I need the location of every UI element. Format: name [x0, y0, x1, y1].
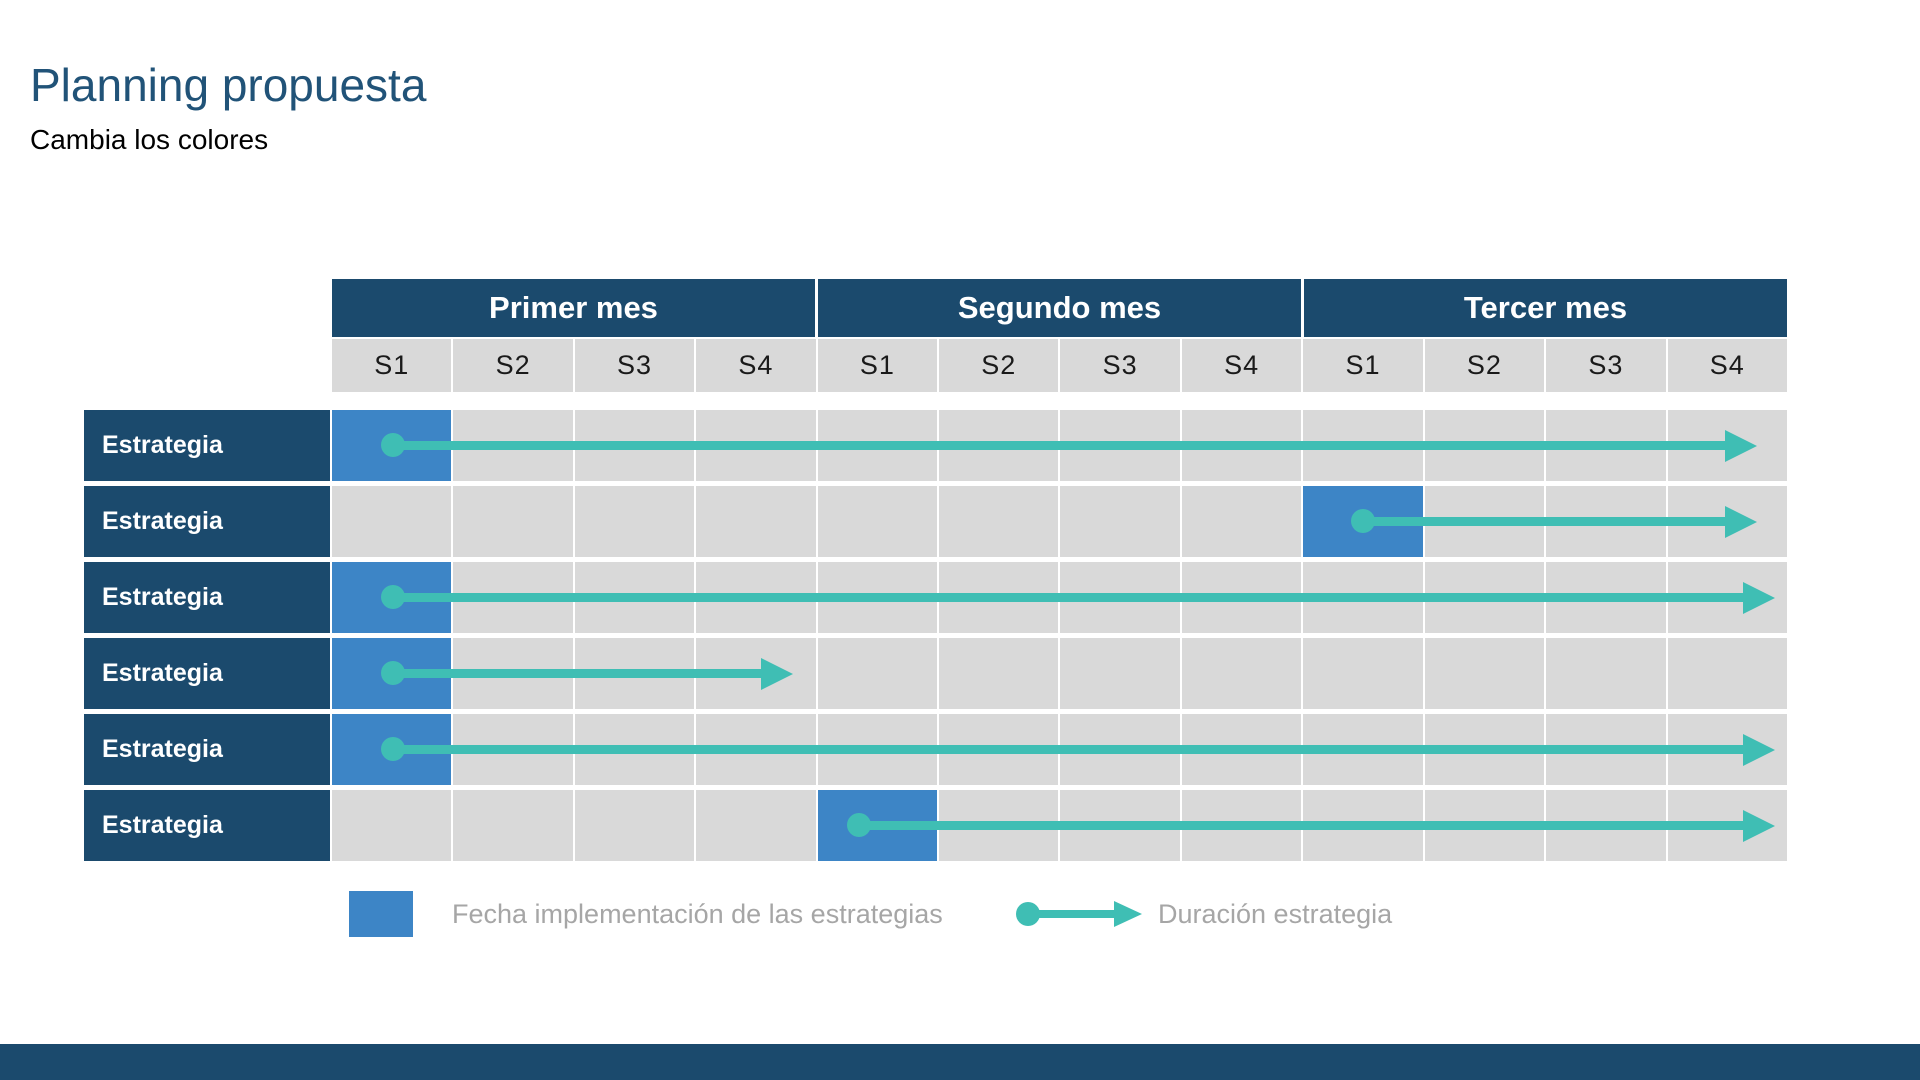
- arrow-head-icon: [1742, 582, 1775, 614]
- week-header-3: S3: [574, 339, 695, 392]
- row-label: Estrategia: [84, 638, 330, 709]
- arrow-head-icon: [1724, 506, 1757, 538]
- row-label: Estrategia: [84, 790, 330, 861]
- week-cell-empty: [332, 790, 452, 861]
- arrow-head-icon: [1742, 810, 1775, 842]
- week-cell-empty: [1303, 638, 1423, 709]
- week-cell-empty: [453, 790, 573, 861]
- arrow-head-icon: [1724, 430, 1757, 462]
- row-label: Estrategia: [84, 410, 330, 481]
- week-cell-empty: [453, 486, 573, 557]
- duration-arrow-shaft-icon: [1028, 910, 1114, 918]
- week-cell-empty: [1060, 486, 1180, 557]
- week-cell-empty: [1546, 638, 1666, 709]
- week-header-7: S3: [1060, 339, 1180, 392]
- week-cell-empty: [696, 790, 816, 861]
- arrow-shaft-icon: [392, 745, 1749, 754]
- gantt-row-5: Estrategia: [84, 714, 1787, 785]
- week-header-9: S1: [1303, 339, 1423, 392]
- month-header-row: Primer mes Segundo mes Tercer mes: [332, 279, 1787, 337]
- row-grid: [332, 410, 1787, 481]
- row-grid: [332, 638, 1787, 709]
- legend: Fecha implementación de las estrategias …: [0, 888, 1920, 940]
- implementation-swatch-icon: [349, 891, 413, 937]
- week-header-2: S2: [453, 339, 573, 392]
- month-header-2: Segundo mes: [818, 279, 1301, 337]
- gantt-row-3: Estrategia: [84, 562, 1787, 633]
- month-header-1: Primer mes: [332, 279, 815, 337]
- page-subtitle: Cambia los colores: [30, 124, 269, 155]
- gantt-row-4: Estrategia: [84, 638, 1787, 709]
- month-header-3: Tercer mes: [1304, 279, 1787, 337]
- arrow-head-icon: [1742, 734, 1775, 766]
- week-cell-empty: [1060, 638, 1180, 709]
- week-cell-empty: [1424, 638, 1545, 709]
- row-grid: [332, 486, 1787, 557]
- gantt-row-6: Estrategia: [84, 790, 1787, 861]
- week-cell-empty: [696, 486, 816, 557]
- row-grid: [332, 790, 1787, 861]
- arrow-shaft-icon: [392, 669, 767, 678]
- week-cell-empty: [332, 486, 452, 557]
- week-cell-empty: [1667, 638, 1787, 709]
- gantt-row-1: Estrategia: [84, 410, 1787, 481]
- duration-legend-label: Duración estrategia: [1158, 899, 1393, 929]
- arrow-shaft-icon: [392, 441, 1731, 450]
- week-header-10: S2: [1424, 339, 1545, 392]
- duration-arrow-head-icon: [1114, 901, 1142, 927]
- week-cell-empty: [939, 486, 1059, 557]
- week-header-8: S4: [1181, 339, 1302, 392]
- week-cell-empty: [817, 486, 938, 557]
- week-cell-empty: [1181, 638, 1302, 709]
- week-cell-empty: [574, 790, 695, 861]
- week-cell-empty: [939, 638, 1059, 709]
- week-header-12: S4: [1667, 339, 1787, 392]
- week-header-row: S1 S2 S3 S4 S1 S2 S3 S4 S1 S2 S3 S4: [332, 339, 1787, 392]
- week-cell-empty: [574, 486, 695, 557]
- week-header-6: S2: [939, 339, 1059, 392]
- gantt-chart: Primer mes Segundo mes Tercer mes S1 S2 S3 S4…: [84, 279, 1787, 861]
- arrow-shaft-icon: [392, 593, 1749, 602]
- row-label: Estrategia: [84, 486, 330, 557]
- row-label: Estrategia: [84, 714, 330, 785]
- gantt-rows: Estrategia Estrategia Estrategia Estrategia…: [84, 410, 1787, 866]
- row-label: Estrategia: [84, 562, 330, 633]
- arrow-shaft-icon: [859, 821, 1749, 830]
- page-title: Planning propuesta: [30, 59, 427, 111]
- bottom-accent-bar: [0, 1044, 1920, 1080]
- arrow-head-icon: [760, 658, 793, 690]
- week-cell-empty: [1181, 486, 1302, 557]
- row-grid: [332, 562, 1787, 633]
- week-header-11: S3: [1546, 339, 1666, 392]
- week-header-5: S1: [817, 339, 938, 392]
- week-cell-empty: [817, 638, 938, 709]
- row-grid: [332, 714, 1787, 785]
- gantt-row-2: Estrategia: [84, 486, 1787, 557]
- week-header-1: S1: [332, 339, 452, 392]
- implementation-legend-label: Fecha implementación de las estrategias: [452, 899, 943, 929]
- arrow-shaft-icon: [1362, 517, 1731, 526]
- week-header-4: S4: [696, 339, 816, 392]
